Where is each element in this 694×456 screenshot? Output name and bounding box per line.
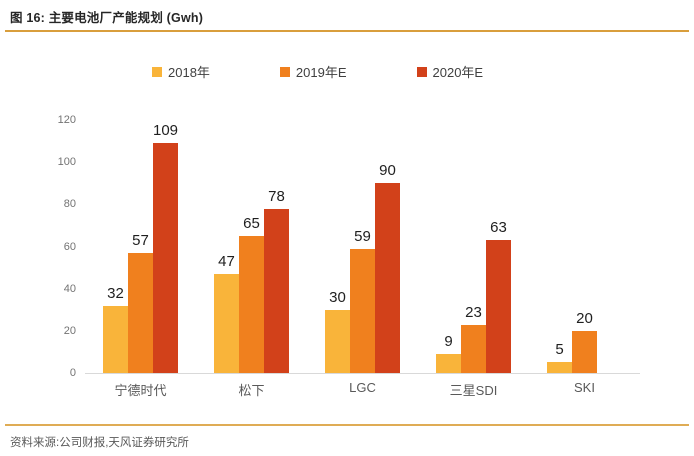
- bar-value-label: 23: [465, 303, 482, 321]
- bar-value-label: 63: [490, 219, 507, 237]
- bar-value-label: 9: [444, 333, 453, 351]
- x-axis-labels: 宁德时代 松下 LGC 三星SDI SKI: [85, 380, 640, 399]
- bar-value-label: 20: [576, 309, 593, 327]
- bar-value-label: 47: [218, 252, 235, 270]
- bar-2018年-LGC: [325, 309, 350, 373]
- category-label-2: LGC: [349, 380, 376, 395]
- bar-value-label: 32: [107, 284, 124, 302]
- bar-group-3: 9 23 63: [418, 120, 529, 373]
- bar-value-label: 109: [152, 122, 179, 140]
- bar-2018年-三星SDI: [436, 354, 461, 373]
- y-tick-80: 80: [63, 198, 76, 211]
- bar-2019年E-松下: [239, 235, 264, 373]
- y-tick-40: 40: [63, 282, 76, 295]
- source-note: 资料来源:公司财报,天风证券研究所: [10, 437, 189, 449]
- category-label-1: 松下: [238, 383, 265, 398]
- legend-item-1: 2019年E: [279, 62, 347, 81]
- category-label-4: SKI: [574, 380, 595, 395]
- bar-value-label: 90: [379, 162, 396, 180]
- bar-slot: 32: [103, 120, 128, 373]
- legend-label: 2018年: [168, 65, 210, 80]
- bar-slot: 5: [547, 120, 572, 373]
- bar-slot: [597, 120, 622, 373]
- bar-value-label: 57: [132, 231, 149, 249]
- bar-slot: 90: [375, 120, 400, 373]
- bar-slot: 59: [350, 120, 375, 373]
- bar-group-0: 32 57 109: [85, 120, 196, 373]
- figure-title: 图 16: 主要电池厂产能规划 (Gwh): [10, 11, 204, 25]
- legend-swatch-icon: [152, 66, 162, 77]
- bar-2019年E-宁德时代: [128, 252, 153, 373]
- bar-2020年E-松下: [264, 208, 289, 373]
- bar-2019年E-SKI: [572, 330, 597, 373]
- bar-2018年-SKI: [547, 362, 572, 373]
- bar-2020年E-LGC: [375, 183, 400, 373]
- bar-group-1: 47 65 78: [196, 120, 307, 373]
- bar-slot: 20: [572, 120, 597, 373]
- legend-item-2: 2020年E: [416, 62, 484, 81]
- bar-slot: 63: [486, 120, 511, 373]
- bar-2019年E-三星SDI: [461, 324, 486, 373]
- y-tick-60: 60: [63, 240, 76, 253]
- y-tick-20: 20: [63, 324, 76, 337]
- bar-slot: 30: [325, 120, 350, 373]
- y-tick-0: 0: [69, 367, 76, 379]
- bar-2018年-宁德时代: [103, 305, 128, 373]
- bar-group-2: 30 59 90: [307, 120, 418, 373]
- category-label-3: 三星SDI: [449, 383, 498, 398]
- y-tick-100: 100: [57, 156, 76, 169]
- legend-label: 2019年E: [295, 65, 347, 80]
- bar-slot: 23: [461, 120, 486, 373]
- bar-2018年-松下: [214, 273, 239, 373]
- bar-value-label: 78: [268, 187, 285, 205]
- bar-value-label: 65: [243, 214, 260, 232]
- bar-slot: 65: [239, 120, 264, 373]
- bar-2019年E-LGC: [350, 248, 375, 373]
- chart-legend: 2018年 2019年E 2020年E: [152, 62, 483, 81]
- legend-swatch-icon: [416, 66, 427, 77]
- bar-value-label: 5: [555, 341, 564, 359]
- footer-divider: [5, 424, 689, 426]
- bar-group-4: 5 20: [529, 120, 640, 373]
- bar-value-label: 30: [329, 288, 346, 306]
- bar-value-label: 59: [354, 227, 371, 245]
- legend-swatch-icon: [279, 66, 290, 77]
- y-tick-120: 120: [57, 114, 76, 126]
- bar-2020年E-三星SDI: [486, 240, 511, 373]
- bar-slot: 78: [264, 120, 289, 373]
- plot-area: 32 57 109 47 65 78 30 59 90 9 23 63 5 20: [85, 120, 640, 374]
- bar-slot: 9: [436, 120, 461, 373]
- bar-slot: 47: [214, 120, 239, 373]
- bar-slot: 109: [153, 120, 178, 373]
- category-label-0: 宁德时代: [114, 383, 167, 398]
- bar-slot: 57: [128, 120, 153, 373]
- title-divider: [5, 30, 689, 32]
- legend-label: 2020年E: [432, 65, 484, 80]
- bar-2020年E-宁德时代: [153, 143, 178, 373]
- legend-item-0: 2018年: [152, 62, 210, 81]
